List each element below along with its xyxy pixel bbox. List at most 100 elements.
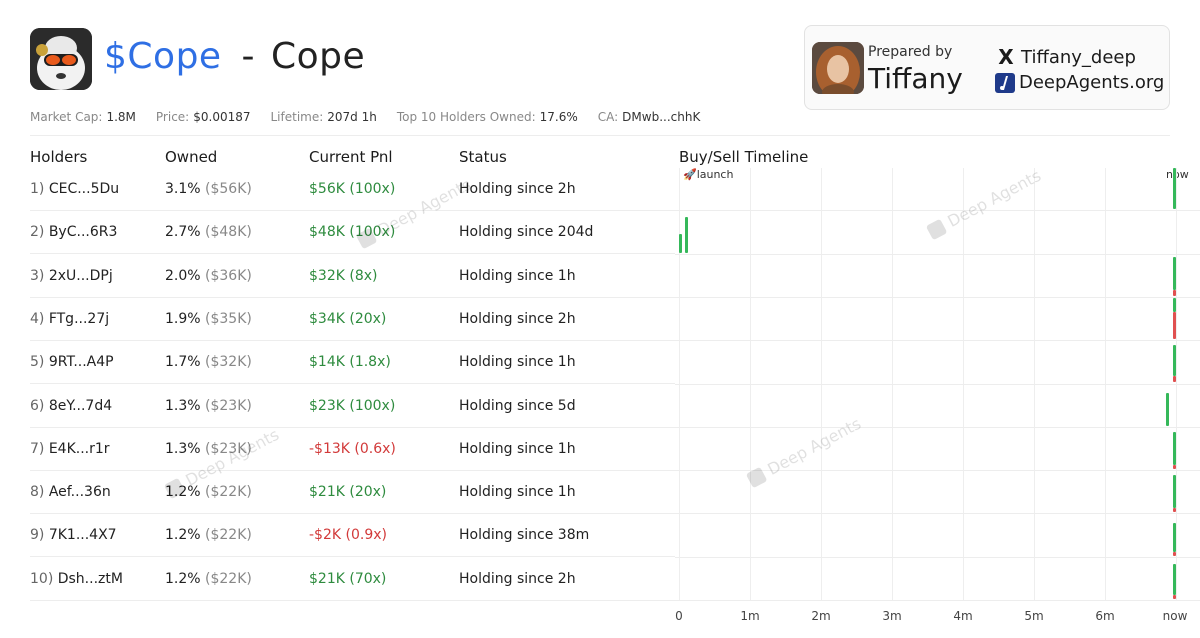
table-row[interactable]: 8) Aef...36n 1.2% ($22K) $21K (20x) Holding… [30, 471, 675, 515]
x-icon: X [998, 45, 1014, 69]
pnl-cell: $14K (1.8x) [309, 354, 391, 371]
holder-id: ByC...6R3 [48, 224, 118, 241]
status-cell: Holding since 1h [459, 354, 576, 371]
holder-rank: 6) [30, 397, 45, 414]
owned-percent: 2.0% [165, 267, 201, 284]
table-row[interactable]: 10) Dsh...ztM 1.2% ($22K) $21K (70x) Holdin… [30, 558, 675, 601]
holder-rank: 7) [30, 440, 45, 457]
timeline-row-divider [675, 556, 1200, 558]
owned-usd: ($22K) [205, 570, 252, 587]
timeline-row-divider [675, 426, 1200, 428]
holder-rank: 8) [30, 484, 45, 501]
owned-usd: ($36K) [205, 267, 252, 284]
col-owned: Owned [165, 148, 218, 166]
owned-cell: 1.2% ($22K) [165, 514, 252, 556]
timeline-row-divider [675, 383, 1200, 385]
status-cell: Holding since 2h [459, 310, 576, 327]
buy-bar [1173, 256, 1176, 290]
sell-bar [1173, 289, 1176, 296]
holder-address[interactable]: 2) ByC...6R3 [30, 211, 117, 253]
holder-address[interactable]: 4) FTg...27j [30, 298, 109, 340]
pnl-cell: -$13K (0.6x) [309, 440, 396, 457]
holder-id: FTg...27j [48, 310, 110, 327]
buy-bar [1173, 475, 1176, 509]
owned-usd: ($48K) [205, 224, 252, 241]
buy-bar [1173, 297, 1176, 313]
stat-ca[interactable]: CA: DMwb...chhK [598, 110, 701, 124]
top10-value: 17.6% [539, 110, 578, 124]
holder-address[interactable]: 10) Dsh...ztM [30, 558, 123, 600]
owned-cell: 1.2% ($22K) [165, 471, 252, 513]
col-pnl: Current Pnl [309, 148, 393, 166]
owned-cell: 1.7% ($32K) [165, 341, 252, 383]
sell-bar [1173, 594, 1176, 599]
status-cell: Holding since 204d [459, 224, 594, 241]
holder-address[interactable]: 1) CEC...5Du [30, 168, 119, 210]
token-ticker: $Cope [104, 36, 222, 77]
holder-address[interactable]: 3) 2xU...DPj [30, 255, 113, 297]
holder-rank: 1) [30, 181, 45, 197]
ca-value[interactable]: DMwb...chhK [622, 110, 701, 124]
timeline-tick-label: 3m [882, 609, 902, 623]
table-row[interactable]: 1) CEC...5Du 3.1% ($56K) $56K (100x) Holdin… [30, 168, 675, 211]
holder-address[interactable]: 9) 7K1...4X7 [30, 514, 117, 556]
timeline-row-divider [675, 340, 1200, 342]
table-row[interactable]: 3) 2xU...DPj 2.0% ($36K) $32K (8x) Holding … [30, 255, 675, 298]
holder-address[interactable]: 8) Aef...36n [30, 471, 111, 513]
pnl-cell: -$2K (0.9x) [309, 527, 387, 544]
owned-percent: 1.9% [165, 310, 201, 327]
stat-price: Price: $0.00187 [156, 110, 251, 124]
title-separator: - [241, 36, 256, 77]
launch-label: 🚀launch [683, 168, 734, 181]
price-value: $0.00187 [193, 110, 251, 124]
table-row[interactable]: 2) ByC...6R3 2.7% ($48K) $48K (100x) Holdin… [30, 211, 675, 255]
now-label: now [1166, 168, 1189, 181]
site-link[interactable]: DeepAgents.org [995, 72, 1164, 93]
buy-bar [1173, 522, 1176, 552]
holder-address[interactable]: 5) 9RT...A4P [30, 341, 114, 383]
holder-address[interactable]: 6) 8eY...7d4 [30, 385, 112, 427]
table-row[interactable]: 6) 8eY...7d4 1.3% ($23K) $23K (100x) Holdin… [30, 385, 675, 428]
holder-rank: 4) [30, 310, 45, 327]
holder-id: 8eY...7d4 [48, 397, 113, 414]
owned-usd: ($22K) [205, 484, 252, 501]
prepared-by-card: Prepared by Tiffany X Tiffany_deep DeepA… [804, 25, 1170, 110]
owned-usd: ($23K) [205, 397, 252, 414]
timeline-tick-label: 0 [675, 609, 683, 623]
pnl-cell: $21K (20x) [309, 484, 387, 501]
market-cap-value: 1.8M [106, 110, 136, 124]
pnl-cell: $32K (8x) [309, 267, 378, 284]
lifetime-label: Lifetime: [270, 110, 324, 124]
pnl-cell: $48K (100x) [309, 224, 396, 241]
table-row[interactable]: 4) FTg...27j 1.9% ($35K) $34K (20x) Holding… [30, 298, 675, 341]
holder-rank: 5) [30, 354, 45, 371]
pnl-cell: $56K (100x) [309, 181, 396, 197]
status-cell: Holding since 1h [459, 267, 576, 284]
col-timeline: Buy/Sell Timeline [679, 148, 809, 166]
pnl-cell: $21K (70x) [309, 570, 387, 587]
x-handle: Tiffany_deep [1021, 46, 1136, 68]
timeline-row-divider [675, 296, 1200, 298]
x-handle-link[interactable]: X Tiffany_deep [995, 45, 1136, 69]
header-divider [30, 135, 1170, 136]
holder-rank: 9) [30, 527, 45, 544]
stat-market-cap: Market Cap: 1.8M [30, 110, 136, 124]
holder-id: 7K1...4X7 [48, 527, 117, 544]
timeline-tick-label: 4m [953, 609, 973, 623]
sell-bar [1173, 312, 1176, 340]
holder-id: E4K...r1r [48, 440, 110, 457]
owned-percent: 3.1% [165, 181, 201, 197]
holder-address[interactable]: 7) E4K...r1r [30, 428, 110, 470]
buy-bar [1173, 168, 1176, 210]
ca-label: CA: [597, 110, 619, 124]
table-row[interactable]: 9) 7K1...4X7 1.2% ($22K) -$2K (0.9x) Holdin… [30, 514, 675, 558]
buy-bar [684, 217, 688, 253]
status-cell: Holding since 1h [459, 440, 576, 457]
table-row[interactable]: 5) 9RT...A4P 1.7% ($32K) $14K (1.8x) Holdin… [30, 341, 675, 385]
stat-lifetime: Lifetime: 207d 1h [271, 110, 377, 124]
holder-id: 9RT...A4P [48, 354, 114, 371]
token-title: $Cope - Cope [104, 36, 365, 77]
timeline-tick-label: 2m [811, 609, 831, 623]
owned-cell: 2.0% ($36K) [165, 255, 252, 297]
table-row[interactable]: 7) E4K...r1r 1.3% ($23K) -$13K (0.6x) Holdi… [30, 428, 675, 471]
